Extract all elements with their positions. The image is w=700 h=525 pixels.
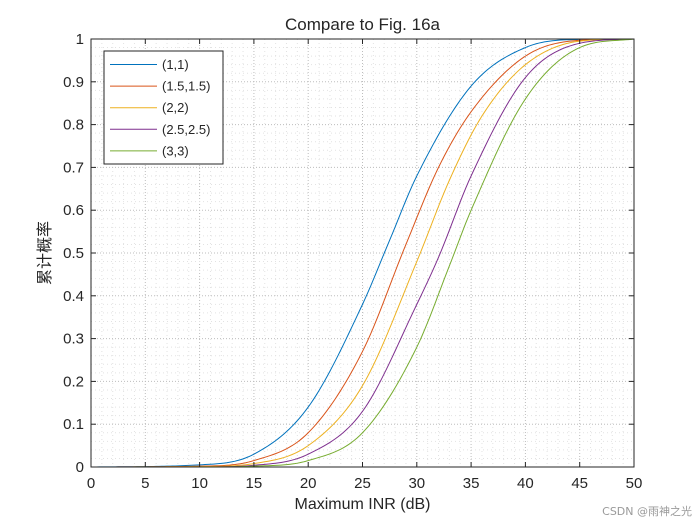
series-line	[90, 38, 635, 468]
x-tick-label: 20	[300, 475, 317, 492]
y-tick-label: 0.1	[63, 416, 84, 433]
y-tick-label: 0.2	[63, 373, 84, 390]
watermark-text: CSDN @雨神之光	[602, 504, 692, 518]
y-tick-label: 0.6	[63, 202, 84, 219]
legend-label: (1,1)	[162, 57, 189, 72]
axis-ticks: 0 5 10 15 20 25 30 35 40 45 50 0 0.1 0.2 0.3 0.4 0.5 0.6 0…	[63, 31, 642, 492]
legend-label: (2.5,2.5)	[162, 122, 210, 137]
y-tick-label: 0.8	[63, 117, 84, 134]
x-tick-label: 25	[354, 475, 371, 492]
chart-title: Compare to Fig. 16a	[285, 15, 441, 34]
grid-lines	[91, 39, 634, 467]
x-tick-label: 50	[626, 475, 643, 492]
legend-label: (1.5,1.5)	[162, 79, 210, 94]
x-tick-label: 0	[87, 475, 95, 492]
x-tick-label: 40	[517, 475, 534, 492]
y-tick-label: 0.3	[63, 331, 84, 348]
legend-label: (2,2)	[162, 100, 189, 115]
x-tick-label: 15	[246, 475, 263, 492]
y-tick-label: 0.7	[63, 159, 84, 176]
x-tick-label: 45	[571, 475, 588, 492]
x-tick-label: 30	[408, 475, 425, 492]
x-tick-label: 35	[463, 475, 480, 492]
x-axis-label: Maximum INR (dB)	[294, 496, 430, 513]
y-tick-label: 0.9	[63, 74, 84, 91]
y-tick-label: 0	[76, 459, 84, 476]
y-tick-label: 1	[76, 31, 84, 48]
y-tick-label: 0.5	[63, 245, 84, 262]
x-tick-label: 10	[191, 475, 208, 492]
legend-label: (3,3)	[162, 143, 189, 158]
y-tick-label: 0.4	[63, 288, 84, 305]
legend: (1,1) (1.5,1.5) (2,2) (2.5,2.5) (3,3)	[103, 50, 224, 165]
y-axis-label: 累计概率	[35, 221, 54, 285]
x-tick-label: 5	[141, 475, 149, 492]
